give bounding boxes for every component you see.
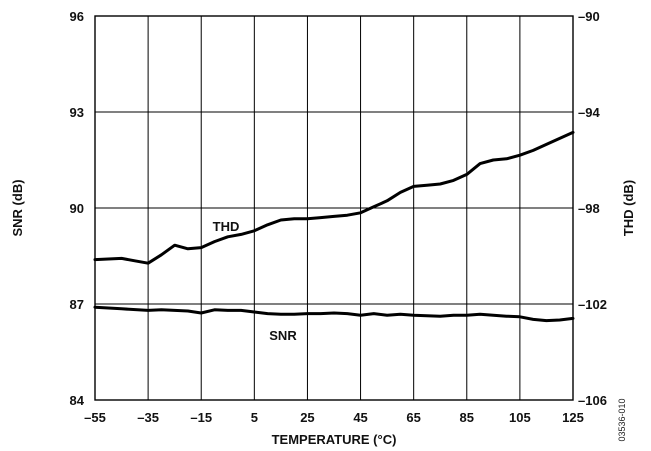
right-y-tick-label: –106 — [578, 393, 607, 408]
left-y-tick-label: 87 — [70, 297, 84, 312]
left-y-tick-label: 96 — [70, 9, 84, 24]
x-tick-label: 65 — [406, 410, 420, 425]
snr-series-line — [93, 305, 575, 323]
right-y-axis-title: THD (dB) — [621, 180, 636, 236]
x-tick-label: 85 — [460, 410, 474, 425]
right-y-tick-label: –90 — [578, 9, 600, 24]
x-tick-label: 25 — [300, 410, 314, 425]
plot-frame — [94, 15, 574, 401]
left-y-axis-title: SNR (dB) — [10, 179, 25, 236]
left-y-tick-label: 93 — [70, 105, 84, 120]
x-tick-label: –55 — [84, 410, 106, 425]
left-y-tick-label: 90 — [70, 201, 84, 216]
series-layer — [93, 130, 575, 323]
x-tick-labels: –55 –35 –15 5 25 45 65 85 105 125 — [84, 410, 584, 425]
x-tick-label: 125 — [562, 410, 584, 425]
x-axis-title: TEMPERATURE (°C) — [272, 432, 397, 447]
grid-lines — [95, 16, 573, 400]
x-tick-label: 5 — [251, 410, 258, 425]
right-y-tick-label: –94 — [578, 105, 600, 120]
left-y-tick-label: 84 — [70, 393, 85, 408]
thd-series-label: THD — [213, 219, 240, 234]
thd-series-line — [93, 130, 575, 265]
figure-id: 03536-010 — [617, 398, 627, 441]
x-tick-label: 105 — [509, 410, 531, 425]
x-tick-label: –35 — [137, 410, 159, 425]
right-y-tick-label: –98 — [578, 201, 600, 216]
x-tick-label: –15 — [190, 410, 212, 425]
x-tick-label: 45 — [353, 410, 367, 425]
right-y-tick-labels: –106 –102 –98 –94 –90 — [578, 9, 607, 408]
left-y-tick-labels: 84 87 90 93 96 — [70, 9, 85, 408]
right-y-tick-label: –102 — [578, 297, 607, 312]
snr-series-label: SNR — [269, 328, 297, 343]
